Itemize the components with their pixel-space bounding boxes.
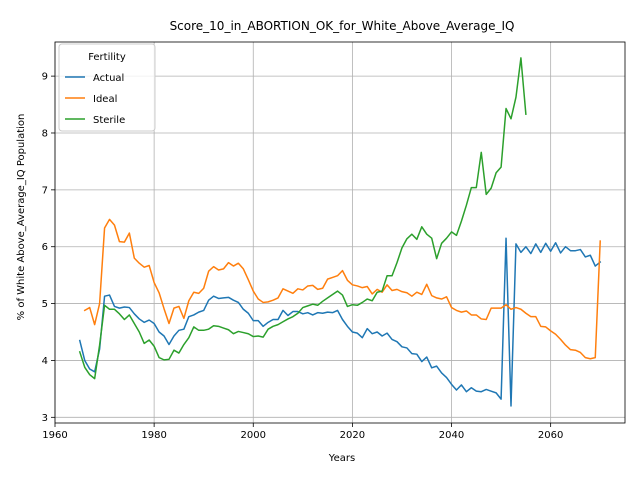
legend-label-ideal: Ideal bbox=[93, 94, 117, 105]
y-tick-label: 6 bbox=[42, 242, 48, 253]
y-tick-label: 4 bbox=[42, 356, 48, 367]
legend-label-sterile: Sterile bbox=[93, 115, 125, 126]
legend-label-actual: Actual bbox=[93, 73, 124, 84]
y-tick-label: 5 bbox=[42, 299, 48, 310]
y-axis-ticks: 3 4 5 6 7 8 9 bbox=[42, 72, 55, 424]
series-line-actual bbox=[78, 237, 602, 407]
y-tick-label: 8 bbox=[42, 128, 48, 139]
y-tick-label: 9 bbox=[42, 72, 48, 83]
x-tick-label: 1980 bbox=[141, 430, 166, 441]
x-tick-label: 2000 bbox=[241, 430, 266, 441]
y-tick-label: 7 bbox=[42, 185, 48, 196]
legend-title: Fertility bbox=[88, 52, 126, 63]
chart-title: Score_10_in_ABORTION_OK_for_White_Above_… bbox=[170, 19, 515, 33]
series-line-ideal bbox=[83, 218, 602, 360]
grid-lines bbox=[54, 42, 625, 423]
y-tick-label: 3 bbox=[42, 413, 48, 424]
x-tick-label: 1960 bbox=[42, 430, 67, 441]
x-tick-label: 2060 bbox=[538, 430, 563, 441]
x-axis-label: Years bbox=[328, 453, 355, 464]
x-axis-ticks: 1960 1980 2000 2020 2040 2060 bbox=[42, 423, 563, 441]
x-tick-label: 2040 bbox=[439, 430, 464, 441]
series-lines bbox=[78, 57, 602, 407]
y-axis-label: % of White Above_Average_IQ Population bbox=[16, 114, 27, 321]
x-tick-label: 2020 bbox=[340, 430, 365, 441]
legend: Fertility Actual Ideal Sterile bbox=[58, 43, 156, 132]
series-line-sterile bbox=[78, 57, 527, 380]
legend-box bbox=[58, 43, 156, 132]
plot-area-frame bbox=[54, 41, 626, 424]
